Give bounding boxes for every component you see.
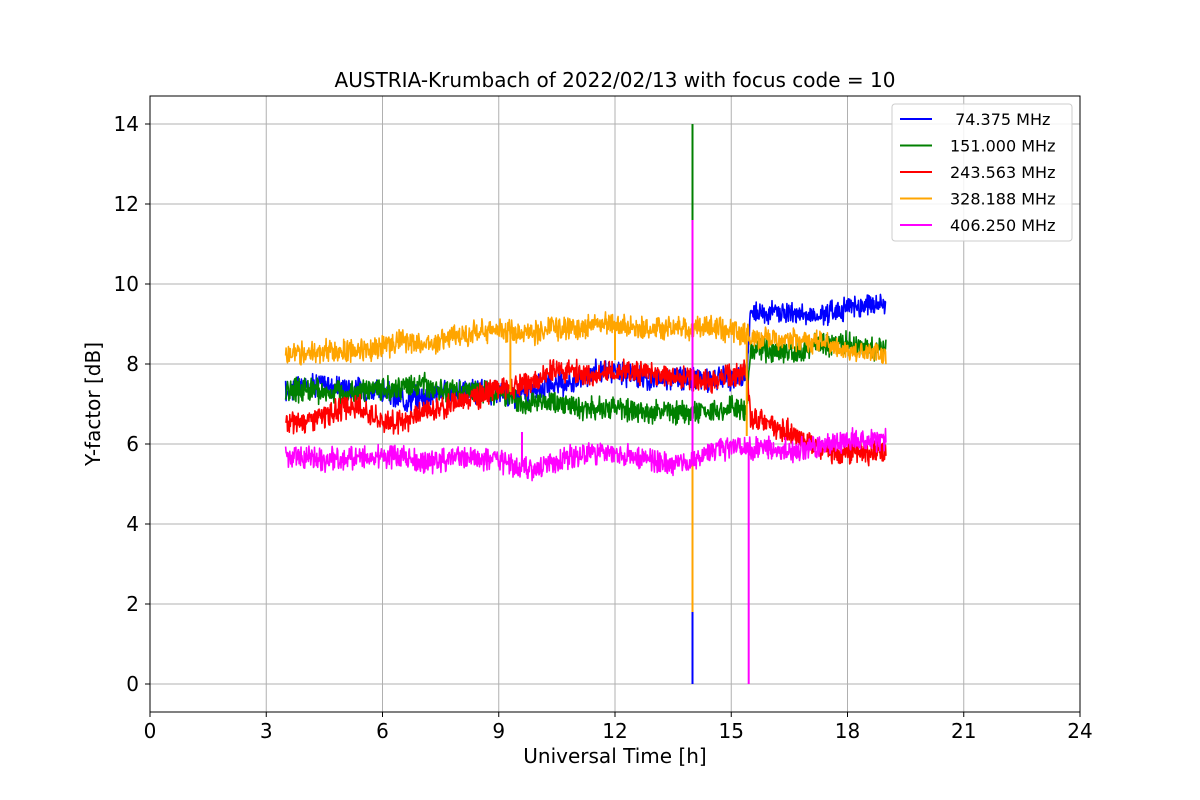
series-3 <box>284 311 887 612</box>
chart-title: AUSTRIA-Krumbach of 2022/02/13 with focu… <box>335 68 896 92</box>
y-tick-label: 12 <box>114 192 139 216</box>
x-tick-label: 18 <box>835 719 860 743</box>
y-axis-label: Y-factor [dB] <box>81 342 105 467</box>
y-axis-ticks: 0 2 4 6 8 10 12 14 <box>114 112 150 696</box>
y-tick-label: 10 <box>114 272 139 296</box>
legend-item: 74.375 MHz <box>900 110 1050 129</box>
y-tick-label: 8 <box>126 352 139 376</box>
series-line <box>284 311 887 366</box>
legend-item: 328.188 MHz <box>900 190 1055 209</box>
legend-label: 243.563 MHz <box>950 163 1055 182</box>
y-tick-label: 2 <box>126 592 139 616</box>
x-tick-label: 21 <box>951 719 976 743</box>
y-tick-label: 0 <box>126 672 139 696</box>
x-axis-label: Universal Time [h] <box>523 744 706 768</box>
series-line <box>284 329 887 426</box>
legend-item: 243.563 MHz <box>900 163 1055 182</box>
legend-item: 406.250 MHz <box>900 216 1055 235</box>
series-layer <box>284 124 887 684</box>
x-tick-label: 6 <box>376 719 389 743</box>
legend-box <box>891 103 1073 242</box>
x-tick-label: 9 <box>492 719 505 743</box>
legend-label: 328.188 MHz <box>950 190 1055 209</box>
x-tick-label: 12 <box>602 719 627 743</box>
legend-item: 151.000 MHz <box>900 137 1055 156</box>
legend-label: 74.375 MHz <box>950 110 1050 129</box>
x-tick-label: 24 <box>1067 719 1092 743</box>
x-axis-ticks: 0 3 6 9 12 15 18 21 24 <box>144 712 1093 743</box>
x-tick-label: 0 <box>144 719 157 743</box>
series-4 <box>284 220 887 684</box>
legend-label: 151.000 MHz <box>950 137 1055 156</box>
y-tick-label: 6 <box>126 432 139 456</box>
legend-label: 406.250 MHz <box>950 216 1055 235</box>
y-tick-label: 14 <box>114 112 139 136</box>
x-tick-label: 15 <box>719 719 744 743</box>
x-tick-label: 3 <box>260 719 273 743</box>
legend: 74.375 MHz 151.000 MHz 243.563 MHz 328.188 … <box>891 103 1073 242</box>
series-line <box>284 426 887 482</box>
y-tick-label: 4 <box>126 512 139 536</box>
